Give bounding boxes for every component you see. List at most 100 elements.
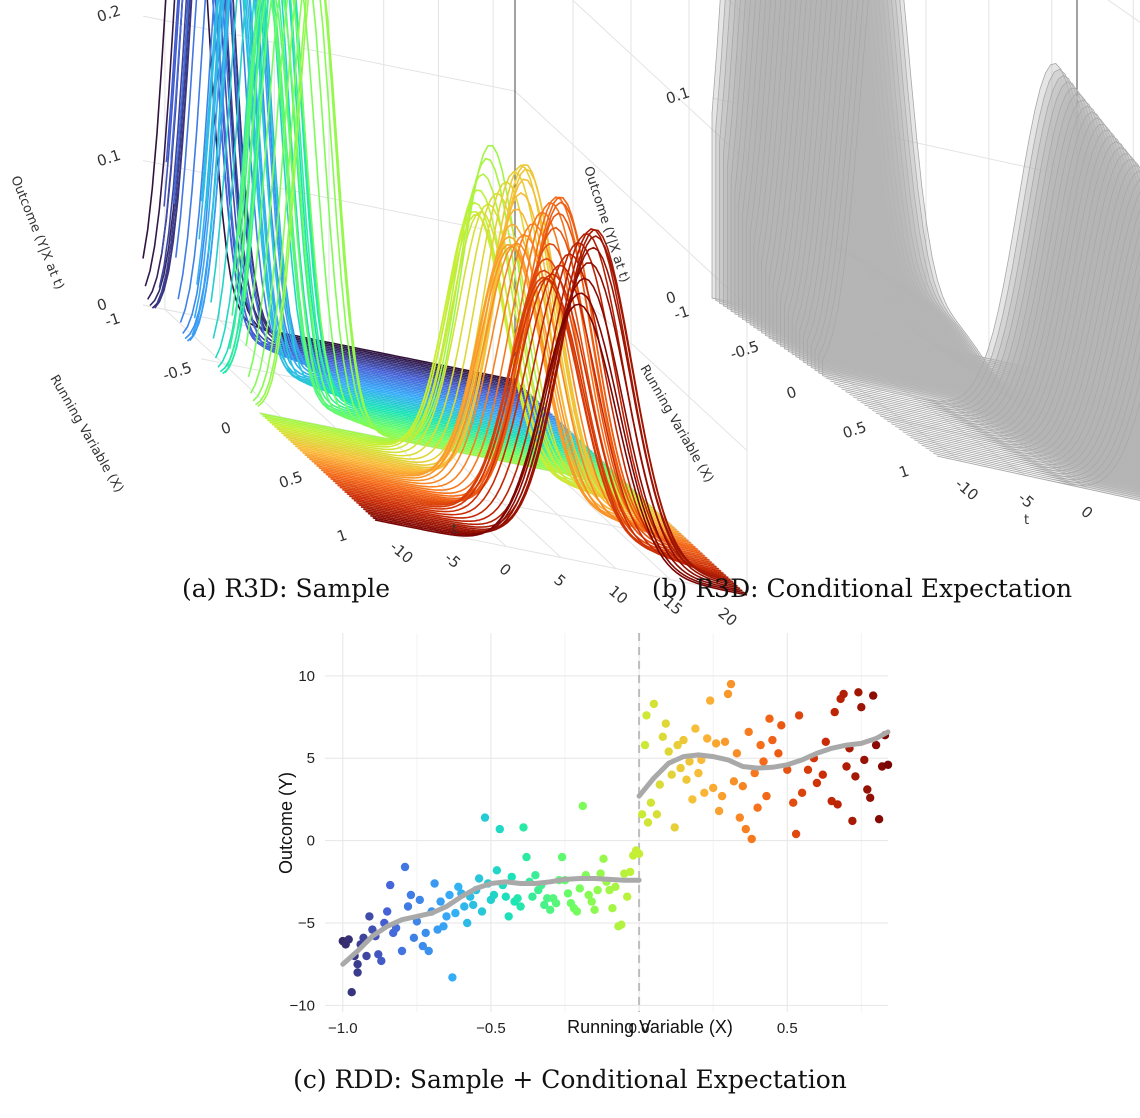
panel-c-x-tick-labels: −1.0 −0.5 0.0 0.5: [328, 1020, 798, 1037]
panel-c-point: [596, 869, 605, 878]
panel-b-surface-slice: [925, 328, 1140, 496]
panel-a-sample-curves: [142, 0, 748, 596]
panel-a-curve: [205, 0, 579, 440]
panel-c-point: [688, 795, 697, 804]
panel-c-point: [646, 798, 656, 807]
panel-b-x-tick: 0: [784, 383, 799, 403]
panel-a-curve: [292, 168, 666, 520]
panel-a-t-tick: 10: [605, 582, 631, 608]
panel-a-curve: [144, 0, 518, 383]
panel-b-x-tick: 1: [897, 462, 912, 482]
panel-c-point: [744, 727, 753, 737]
panel-c-point: [531, 871, 540, 880]
panel-b-surface-slice: [910, 228, 1140, 489]
panel-c-point: [848, 816, 857, 826]
panel-c-point: [504, 912, 513, 921]
panel-b-surface-slice: [719, 0, 1085, 384]
panel-c-point: [587, 897, 596, 906]
panel-a-x-tick: 0: [219, 418, 234, 438]
panel-c-point: [729, 777, 739, 786]
panel-a-curve: [250, 0, 623, 481]
panel-a-curve: [214, 0, 588, 449]
panel-b-x-tick: -0.5: [728, 337, 761, 363]
panel-b-surface-slice: [883, 153, 1140, 476]
panel-b-surface-slice: [810, 0, 1140, 441]
panel-b-surface-slice: [711, 0, 1078, 379]
panel-c-y-tick-labels: −10 −5 0 5 10: [290, 668, 315, 1015]
panel-c-point: [365, 912, 374, 921]
panel-c-point: [667, 770, 676, 779]
panel-c-point: [590, 905, 599, 914]
panel-c-point: [794, 711, 804, 720]
panel-a-curve: [219, 0, 593, 453]
panel-b-surface-slice: [895, 170, 1140, 481]
panel-c-point: [691, 724, 700, 733]
panel-c-point: [460, 902, 469, 911]
panel-c-x-tick: −0.5: [476, 1020, 506, 1037]
panel-a-curve: [158, 0, 532, 396]
panel-c-point: [575, 884, 584, 893]
panel-c-point: [750, 768, 759, 778]
panel-a-curve: [247, 0, 621, 479]
panel-c-point: [451, 908, 460, 918]
panel-c-point: [557, 852, 567, 862]
panel-a-curve: [367, 262, 741, 590]
panel-a-curve: [255, 0, 628, 485]
panel-c-point: [469, 900, 478, 910]
panel-c-point: [818, 770, 827, 779]
panel-c-fit-right: [636, 729, 891, 799]
panel-a-curve: [346, 273, 720, 570]
panel-c-point: [409, 933, 419, 942]
panel-c-point: [637, 810, 647, 819]
panel-c-point: [738, 782, 747, 791]
panel-b-surface-slice: [853, 105, 1140, 461]
panel-c-point: [649, 699, 659, 709]
panel-b-surface-slice: [902, 191, 1140, 485]
panel-c-point: [362, 951, 371, 961]
panel-c-y-axis-label: Outcome (Y): [276, 772, 296, 874]
panel-a-curve: [363, 235, 736, 585]
panel-b-surface-slice: [933, 378, 1140, 500]
panel-c-point: [599, 854, 608, 863]
panel-b-surface-slice: [734, 0, 1100, 395]
panel-c-x-tick: 0.5: [777, 1020, 798, 1037]
panel-b-surface-slice: [715, 0, 1081, 382]
panel-a-curve: [151, 0, 525, 390]
panel-c-point: [397, 946, 407, 956]
panel-c-point: [519, 823, 528, 832]
panel-c-point: [756, 740, 765, 750]
panel-c-point: [670, 823, 679, 832]
panel-c-point: [703, 734, 712, 743]
panel-a-curve: [217, 0, 591, 451]
panel-b-surface-slice: [917, 276, 1140, 492]
panel-b-surface-slice: [761, 0, 1127, 414]
panel-a-t-axis-label: t: [452, 522, 457, 537]
panel-c-point: [717, 791, 727, 801]
panel-c-point: [347, 988, 356, 997]
panel-c-point: [383, 907, 392, 916]
panel-c-point: [732, 749, 742, 758]
panel-b-surface-slice: [872, 135, 1140, 470]
panel-c-point: [783, 765, 792, 774]
panel-b-surface-slice: [749, 0, 1116, 406]
panel-c-y-tick: −5: [298, 915, 315, 932]
panel-c-gridlines: [325, 633, 888, 1012]
panel-c-point: [640, 740, 650, 750]
panel-c-point: [871, 740, 881, 750]
panel-a-curve: [172, 0, 546, 409]
panel-c-point: [374, 950, 383, 959]
panel-b-surface-slice: [914, 251, 1140, 490]
panel-a-curve: [316, 223, 689, 542]
panel-b-surface-slice: [868, 129, 1140, 468]
panel-a-x-tick: -1: [103, 309, 123, 331]
panel-c-point: [762, 791, 771, 801]
panel-c-point: [655, 780, 664, 789]
panel-c-point: [842, 762, 851, 771]
panel-a-curve: [306, 243, 680, 533]
panel-c-point: [833, 800, 842, 809]
panel-c-point: [664, 747, 673, 756]
panel-b-surface-slice: [745, 0, 1112, 403]
panel-c-point: [477, 907, 487, 916]
panel-b-surface: [711, 0, 1140, 501]
